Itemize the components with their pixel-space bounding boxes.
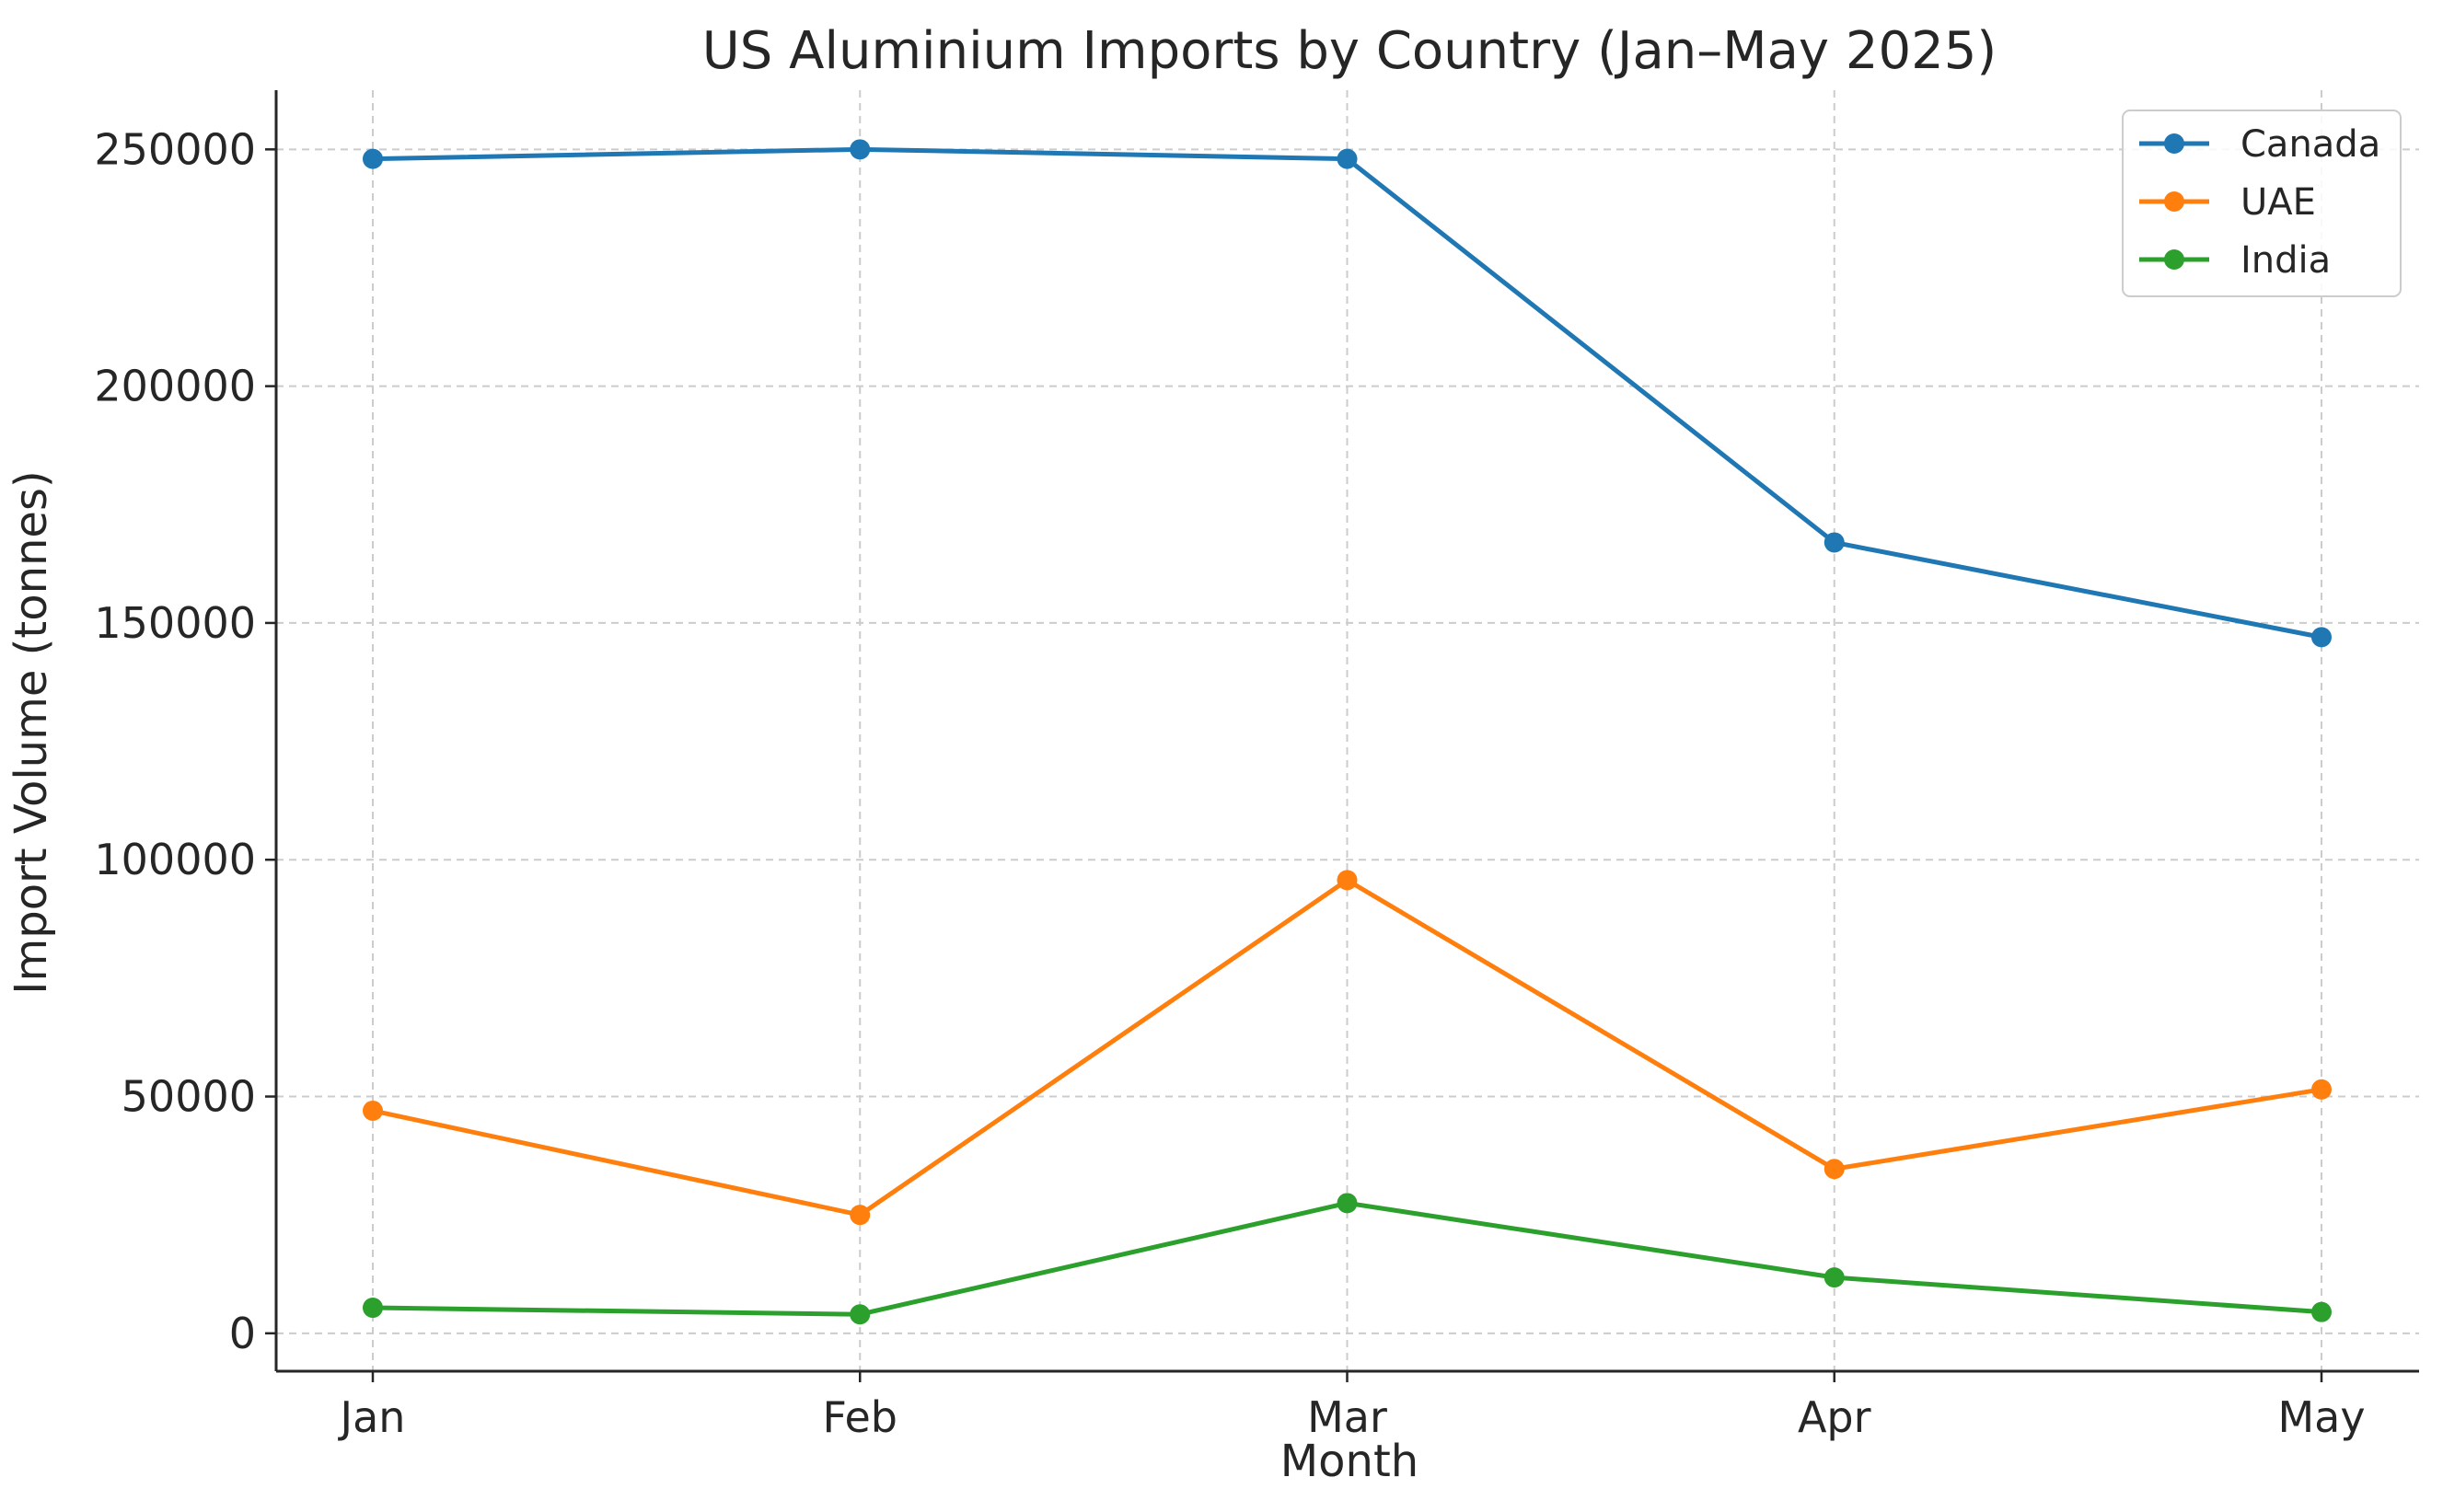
data-point-india — [2311, 1301, 2332, 1322]
grid-lines — [276, 90, 2419, 1371]
y-tick-label: 100000 — [94, 835, 256, 884]
y-axis-label: Import Volume (tonnes) — [6, 470, 57, 994]
data-point-canada — [2311, 627, 2332, 648]
data-point-india — [363, 1298, 383, 1319]
x-axis-label: Month — [1280, 1436, 1418, 1487]
x-tick-label: Apr — [1798, 1392, 1871, 1442]
data-point-uae — [363, 1100, 383, 1121]
legend-marker-canada — [2164, 133, 2184, 154]
data-point-india — [850, 1304, 871, 1325]
legend-marker-uae — [2164, 191, 2184, 212]
y-tick-label: 200000 — [94, 362, 256, 411]
series-line-india — [372, 1200, 2322, 1317]
data-point-india — [1337, 1193, 1358, 1214]
legend-marker-india — [2164, 249, 2184, 270]
y-tick-label: 250000 — [94, 124, 256, 174]
data-point-uae — [850, 1205, 871, 1226]
data-point-canada — [850, 139, 871, 160]
legend: Canada UAE India — [2122, 110, 2402, 297]
data-point-india — [1824, 1267, 1845, 1288]
data-point-canada — [1337, 148, 1358, 169]
legend-label-canada: Canada — [2240, 123, 2380, 166]
x-tick-label: Mar — [1307, 1392, 1387, 1442]
data-point-canada — [1824, 532, 1845, 553]
data-point-canada — [363, 148, 383, 169]
x-tick-label: May — [2277, 1392, 2365, 1442]
data-point-uae — [1337, 870, 1358, 891]
series-group — [363, 139, 2332, 1325]
y-tick-label: 0 — [229, 1309, 256, 1358]
y-tick-label: 150000 — [94, 598, 256, 648]
data-point-uae — [2311, 1079, 2332, 1100]
legend-label-uae: UAE — [2240, 181, 2316, 224]
data-point-uae — [1824, 1159, 1845, 1180]
legend-label-india: India — [2240, 239, 2331, 282]
y-axis-ticks: 0 50000 100000 150000 200000 250000 — [94, 124, 276, 1358]
x-tick-label: Feb — [823, 1392, 897, 1442]
legend-box — [2122, 110, 2402, 297]
y-tick-label: 50000 — [122, 1072, 256, 1122]
chart-title: US Aluminium Imports by Country (Jan–May… — [702, 21, 1997, 81]
x-axis-ticks: Jan Feb Mar Apr May — [338, 1371, 2366, 1442]
x-tick-label: Jan — [338, 1392, 406, 1442]
